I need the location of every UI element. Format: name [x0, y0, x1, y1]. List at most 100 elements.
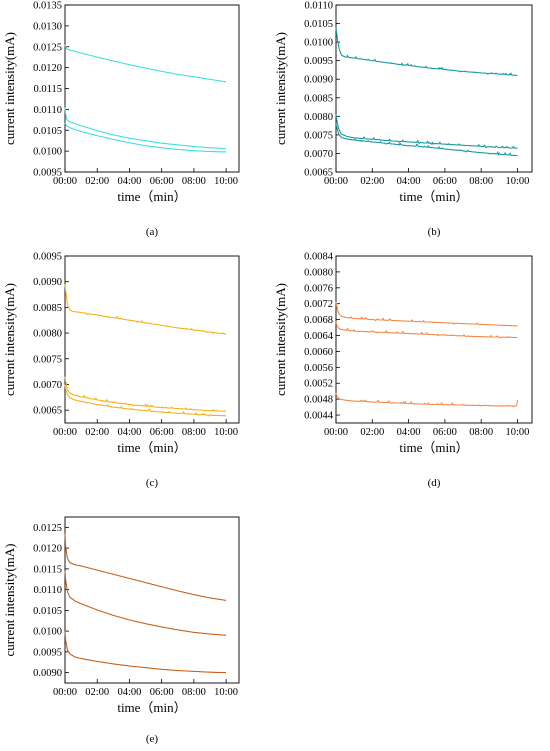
x-tick-label: 08:00	[469, 176, 493, 187]
series-line-1	[335, 27, 518, 77]
y-tick-label: 0.0065	[33, 406, 62, 417]
x-tick-label: 10:00	[214, 687, 238, 698]
x-axis-label: time（min）	[117, 440, 186, 455]
y-tick-label: 0.0060	[304, 347, 333, 358]
y-tick-label: 0.0044	[304, 411, 334, 422]
y-tick-label: 0.0125	[33, 523, 62, 534]
series-line-1	[64, 284, 227, 335]
y-tick-label: 0.0068	[304, 315, 333, 326]
y-axis-label: current intensity(mA)	[2, 544, 17, 657]
chart-panel-b: 0.0065 0.0070 0.0075 0.0080 0.0085 0.0090 0.00…	[273, 1, 533, 238]
y-tick-label: 0.0125	[33, 42, 62, 53]
y-tick-label: 0.0120	[33, 544, 62, 555]
x-tick-label: 08:00	[469, 427, 493, 438]
x-tick-label: 02:00	[85, 687, 109, 698]
x-axis-label: time（min）	[399, 440, 468, 455]
x-tick-label: 10:00	[506, 176, 530, 187]
series-line-2	[64, 376, 227, 412]
plot-frame	[64, 516, 240, 684]
x-tick-label: 06:00	[150, 687, 174, 698]
y-tick-label: 0.0090	[33, 277, 62, 288]
y-tick-label: 0.0090	[33, 668, 62, 679]
panel-caption: (c)	[146, 477, 159, 489]
y-tick-label: 0.0095	[33, 168, 62, 179]
x-tick-label: 00:00	[53, 176, 77, 187]
y-axis-label: current intensity(mA)	[273, 283, 288, 396]
y-tick-label: 0.0085	[33, 303, 62, 314]
y-tick-label: 0.0115	[34, 84, 63, 95]
y-tick-label: 0.0075	[33, 354, 62, 365]
series-line-1	[335, 301, 518, 327]
y-tick-label: 0.0065	[304, 168, 333, 179]
series-line-1	[64, 44, 227, 83]
x-tick-label: 00:00	[53, 427, 77, 438]
x-axis-label: time（min）	[399, 189, 468, 204]
y-tick-label: 0.0120	[33, 63, 62, 74]
series-line-1	[64, 533, 227, 601]
x-tick-label: 04:00	[397, 176, 421, 187]
y-tick-label: 0.0052	[304, 379, 333, 390]
x-axis-label: time（min）	[117, 700, 186, 715]
x-tick-label: 06:00	[433, 427, 457, 438]
x-tick-label: 04:00	[397, 427, 421, 438]
y-tick-label: 0.0076	[304, 283, 333, 294]
y-tick-label: 0.0100	[33, 147, 62, 158]
x-tick-label: 02:00	[360, 176, 384, 187]
y-tick-label: 0.0115	[34, 564, 63, 575]
y-tick-label: 0.0070	[33, 380, 62, 391]
y-tick-label: 0.0080	[33, 329, 62, 340]
chart-panel-e: 0.0090 0.0095 0.0100 0.0105 0.0110 0.0115 0.01…	[2, 516, 240, 745]
x-tick-label: 02:00	[360, 427, 384, 438]
chart-panel-a: 0.0095 0.0100 0.0105 0.0110 0.0115 0.0120 0.01…	[2, 1, 240, 238]
series-line-2	[64, 107, 227, 150]
y-tick-label: 0.0095	[33, 647, 62, 658]
y-tick-label: 0.0085	[304, 93, 333, 104]
series-line-2	[64, 570, 227, 636]
panel-caption: (e)	[146, 733, 159, 745]
y-tick-label: 0.0110	[34, 105, 63, 116]
y-tick-label: 0.0075	[304, 130, 333, 141]
series-line-3	[64, 631, 227, 674]
y-tick-label: 0.0056	[304, 363, 333, 374]
x-tick-label: 00:00	[53, 687, 77, 698]
y-tick-label: 0.0110	[34, 585, 63, 596]
x-tick-label: 10:00	[214, 176, 238, 187]
chart-panel-d: 0.0044 0.0048 0.0052 0.0056 0.0060 0.0064 0.00…	[273, 252, 533, 489]
x-tick-label: 04:00	[117, 687, 141, 698]
series-line-2	[335, 321, 518, 339]
x-axis-label: time（min）	[117, 189, 186, 204]
series-line-3	[335, 123, 518, 157]
x-tick-label: 08:00	[182, 176, 206, 187]
x-tick-label: 06:00	[433, 176, 457, 187]
y-tick-label: 0.0110	[305, 1, 334, 12]
panel-caption: (d)	[428, 477, 441, 489]
plot-frame	[64, 255, 240, 424]
y-tick-label: 0.0100	[304, 38, 333, 49]
x-tick-label: 10:00	[214, 427, 238, 438]
y-tick-label: 0.0080	[304, 267, 333, 278]
y-tick-label: 0.0130	[33, 21, 62, 32]
x-tick-label: 04:00	[117, 427, 141, 438]
y-tick-label: 0.0105	[33, 126, 62, 137]
panel-caption: (b)	[428, 226, 441, 238]
y-tick-label: 0.0100	[33, 627, 62, 638]
series-line-2	[335, 114, 518, 149]
y-tick-label: 0.0080	[304, 112, 333, 123]
plot-frame	[335, 4, 533, 173]
panel-caption: (a)	[146, 226, 159, 238]
y-tick-label: 0.0105	[33, 606, 62, 617]
x-tick-label: 00:00	[324, 176, 348, 187]
x-tick-label: 08:00	[182, 687, 206, 698]
y-tick-label: 0.0084	[304, 252, 334, 263]
x-tick-label: 04:00	[117, 176, 141, 187]
y-axis-label: current intensity(mA)	[2, 32, 17, 145]
y-tick-label: 0.0072	[304, 299, 333, 310]
series-line-3	[64, 384, 227, 417]
y-tick-label: 0.0095	[33, 252, 62, 263]
y-tick-label: 0.0135	[33, 1, 62, 12]
y-tick-label: 0.0105	[304, 19, 333, 30]
x-tick-label: 00:00	[324, 427, 348, 438]
x-tick-label: 02:00	[85, 176, 109, 187]
y-tick-label: 0.0048	[304, 395, 333, 406]
